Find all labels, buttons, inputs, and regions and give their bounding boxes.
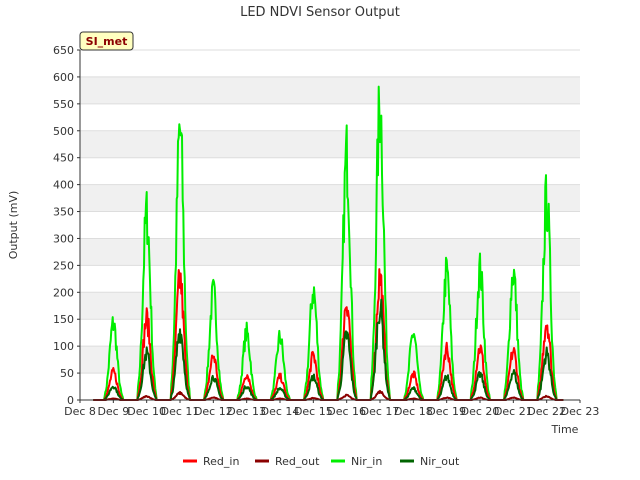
x-tick-label: Dec 13: [227, 405, 266, 418]
x-tick-label: Dec 21: [494, 405, 533, 418]
x-tick-label: Dec 10: [127, 405, 166, 418]
x-axis-label: Time: [551, 423, 579, 436]
legend-item-nir-in: Nir_in: [331, 455, 382, 468]
site-badge-box: [79, 31, 134, 51]
chart-title: LED NDVI Sensor Output: [240, 5, 400, 20]
series-line-red-in: [93, 268, 564, 401]
legend-label: Nir_out: [420, 455, 460, 468]
site-badge-label: SI_met: [86, 35, 128, 48]
y-tick-label: 450: [53, 152, 74, 165]
site-badge: SI_met: [79, 31, 134, 51]
x-tick-label: Dec 23: [561, 405, 600, 418]
y-tick-label: 500: [53, 125, 74, 138]
y-tick-label: 150: [53, 313, 74, 326]
tick-labels: 0 50 100 150 200 250 300 350 400 450 500 550 600 650 D…: [53, 44, 599, 418]
x-tick-label: Dec 11: [161, 405, 200, 418]
y-tick-label: 550: [53, 98, 74, 111]
x-tick-label: Dec 18: [394, 405, 433, 418]
legend-label: Red_in: [203, 455, 239, 468]
y-tick-label: 650: [53, 44, 74, 57]
x-tick-label: Dec 22: [527, 405, 566, 418]
x-tick-label: Dec 12: [194, 405, 233, 418]
y-tick-label: 100: [53, 340, 74, 353]
y-axis-label: Output (mV): [7, 191, 20, 260]
legend: Red_in Red_out Nir_in Nir_out: [183, 455, 460, 468]
grid-band: [80, 238, 580, 266]
y-tick-label: 200: [53, 286, 74, 299]
y-tick-label: 250: [53, 259, 74, 272]
grid-bands: [80, 76, 580, 374]
grid-band: [80, 184, 580, 212]
x-tick-label: Dec 19: [427, 405, 466, 418]
x-tick-label: Dec 16: [327, 405, 366, 418]
legend-label: Red_out: [275, 455, 320, 468]
legend-item-nir-out: Nir_out: [400, 455, 460, 468]
x-tick-label: Dec 14: [261, 405, 300, 418]
y-tick-label: 400: [53, 179, 74, 192]
grid-lines: [80, 49, 580, 401]
x-tick-label: Dec 20: [461, 405, 500, 418]
x-tick-label: Dec 9: [97, 405, 129, 418]
grid-band: [80, 130, 580, 158]
y-tick-label: 50: [60, 367, 74, 380]
y-tick-label: 0: [67, 394, 74, 407]
legend-item-red-out: Red_out: [255, 455, 320, 468]
grid-band: [80, 346, 580, 374]
axes: [77, 49, 581, 403]
x-tick-label: Dec 15: [294, 405, 333, 418]
legend-label: Nir_in: [351, 455, 382, 468]
grid-band: [80, 292, 580, 320]
grid-band: [80, 76, 580, 104]
x-tick-label: Dec 8: [64, 405, 96, 418]
series-line-red-out: [93, 389, 564, 401]
legend-item-red-in: Red_in: [183, 455, 239, 468]
y-tick-label: 350: [53, 206, 74, 219]
x-tick-label: Dec 17: [361, 405, 400, 418]
y-tick-label: 600: [53, 71, 74, 84]
y-tick-label: 300: [53, 232, 74, 245]
